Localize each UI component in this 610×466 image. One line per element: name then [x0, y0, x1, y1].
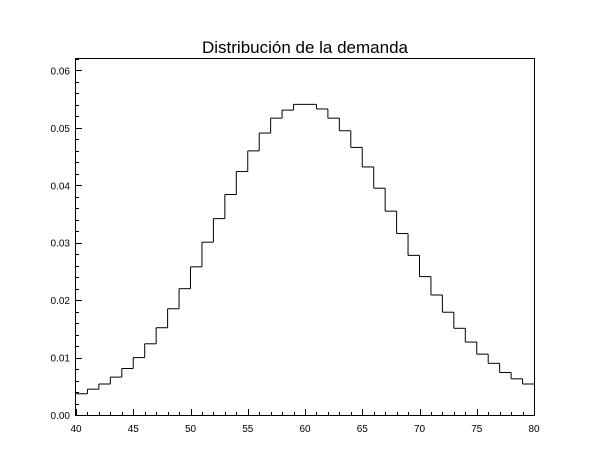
x-tick-label-80: 80 — [528, 424, 540, 435]
x-tick-label-40: 40 — [70, 424, 82, 435]
plot-frame — [75, 58, 535, 416]
x-tick-label-55: 55 — [242, 424, 254, 435]
y-tick-label-0: 0.00 — [51, 411, 71, 422]
series-layer — [76, 103, 534, 395]
x-tick-label-65: 65 — [357, 424, 369, 435]
y-tick-label-3: 0.03 — [51, 239, 71, 250]
y-tick-label-4: 0.04 — [51, 181, 71, 192]
y-tick-label-6: 0.06 — [51, 66, 71, 77]
y-tick-label-2: 0.02 — [51, 296, 71, 307]
y-axis: 0.00 0.01 0.02 0.03 0.04 0.05 0.06 — [51, 59, 82, 422]
x-tick-label-75: 75 — [471, 424, 483, 435]
y-tick-label-1: 0.01 — [51, 354, 71, 365]
x-tick-label-60: 60 — [299, 424, 311, 435]
x-tick-label-45: 45 — [128, 424, 140, 435]
x-tick-label-50: 50 — [185, 424, 197, 435]
chart-title: Distribución de la demanda — [202, 38, 409, 57]
y-tick-label-5: 0.05 — [51, 124, 71, 135]
x-tick-label-70: 70 — [414, 424, 426, 435]
x-axis: 40 45 50 55 60 65 70 75 80 — [70, 409, 540, 435]
